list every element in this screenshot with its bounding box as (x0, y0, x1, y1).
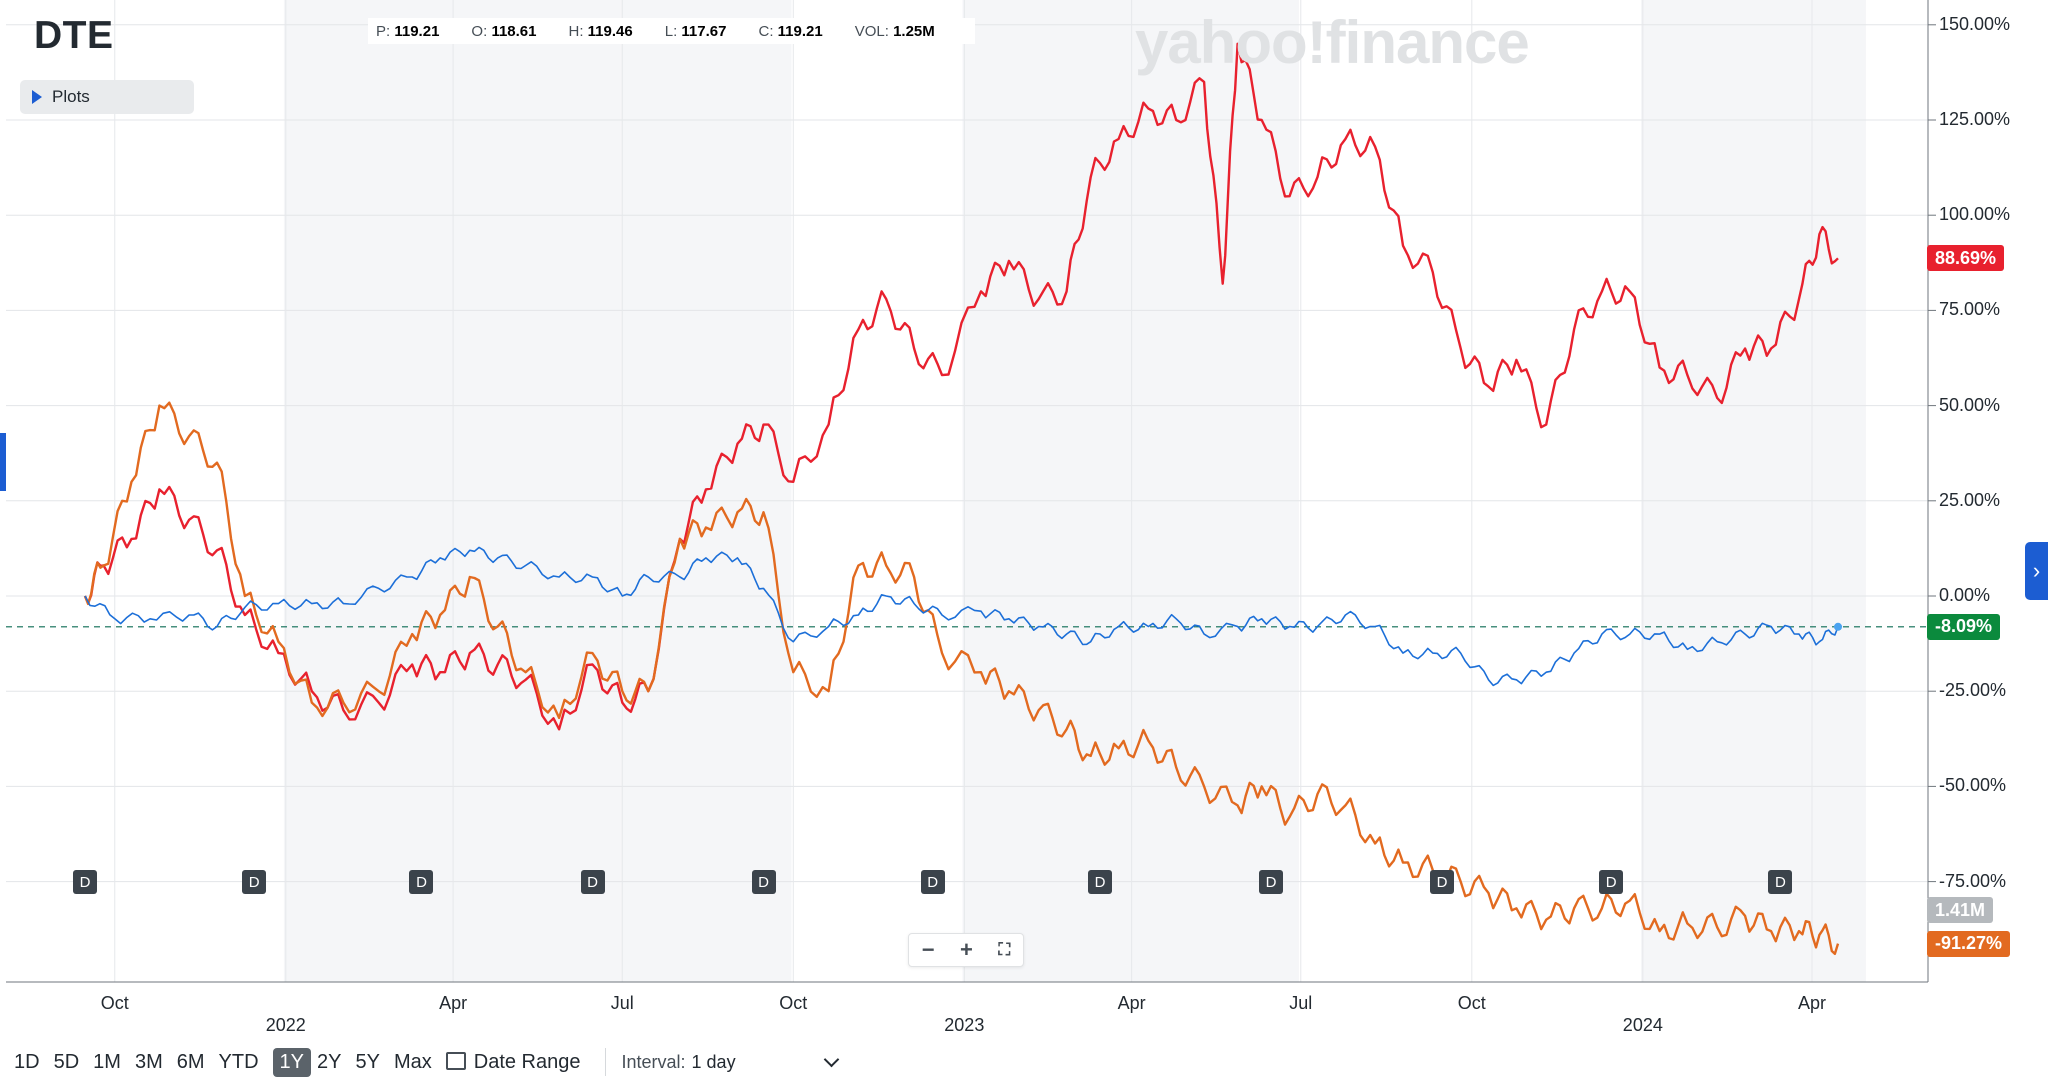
dividend-marker[interactable]: D (242, 870, 267, 894)
dividend-marker[interactable]: D (1768, 870, 1793, 894)
green-series-badge: -8.09% (1927, 613, 2001, 640)
x-tick-label: Jul (1289, 993, 1313, 1013)
dividend-marker[interactable]: D (920, 870, 945, 894)
y-tick-label: 75.00% (1939, 299, 2001, 320)
x-tick-label: Oct (779, 993, 808, 1013)
range-5y[interactable]: 5Y (355, 1050, 380, 1073)
dividend-marker[interactable]: D (580, 870, 605, 894)
dividend-marker[interactable]: D (751, 870, 776, 894)
red-series-badge: 88.69% (1927, 245, 2005, 272)
zoom-controls: − + ⛶ (908, 933, 1024, 967)
y-tick-label: 100.00% (1939, 204, 2011, 225)
x-year-label: 2023 (944, 1015, 985, 1035)
series-line-orange (83, 401, 1840, 955)
y-tick-label: 125.00% (1939, 109, 2011, 129)
dividend-marker[interactable]: D (1088, 870, 1113, 894)
ohlc-open: O: 118.61 (471, 22, 537, 40)
series-end-dot (1834, 622, 1843, 631)
x-tick-label: Oct (100, 993, 129, 1013)
range-3m[interactable]: 3M (134, 1050, 163, 1073)
zoom-out-button[interactable]: − (921, 937, 935, 962)
ticker-symbol: DTE (34, 14, 114, 57)
dividend-marker[interactable]: D (1430, 870, 1455, 894)
toolbar-divider (604, 1048, 606, 1076)
yahoo-finance-watermark: yahoo!finance (1135, 9, 1530, 76)
range-1y[interactable]: 1Y (272, 1047, 312, 1077)
y-tick-label: 25.00% (1939, 489, 2001, 510)
ohlc-bar: P: 119.21 O: 118.61 H: 119.46 L: 117.67 … (368, 18, 975, 44)
background-band (283, 0, 621, 982)
dividend-marker[interactable]: D (1259, 870, 1284, 894)
y-tick-label: 50.00% (1939, 394, 2001, 415)
background-band (1640, 0, 1866, 982)
interval-label: Interval: (621, 1051, 686, 1072)
y-tick-label: -25.00% (1939, 680, 2007, 701)
range-1m[interactable]: 1M (93, 1050, 121, 1073)
ohlc-volume: VOL: 1.25M (854, 22, 935, 40)
range-toolbar: 1D 5D 1M 3M 6M YTD 1Y 2Y 5Y Max Date Ran… (0, 1046, 839, 1078)
orange-series-badge: -91.27% (1927, 930, 2011, 957)
dividend-marker[interactable]: D (1599, 870, 1624, 894)
background-band (962, 0, 1299, 982)
series-line-blue (84, 546, 1839, 687)
zoom-in-button[interactable]: + (960, 937, 973, 962)
range-2y[interactable]: 2Y (317, 1050, 342, 1073)
play-triangle-icon (32, 90, 42, 104)
volume-badge: 1.41M (1927, 897, 1994, 923)
x-tick-label: Apr (439, 993, 468, 1013)
range-5d[interactable]: 5D (53, 1050, 80, 1073)
range-1d[interactable]: 1D (14, 1050, 40, 1073)
y-tick-label: 150.00% (1939, 13, 2011, 34)
chevron-right-icon: › (2032, 558, 2041, 583)
x-tick-label: Oct (1457, 993, 1486, 1013)
ohlc-price: P: 119.21 (376, 22, 440, 40)
background-bands (283, 0, 1866, 982)
fullscreen-icon[interactable]: ⛶ (998, 940, 1011, 959)
axes (6, 0, 1936, 983)
y-tick-label: -50.00% (1939, 775, 2007, 796)
ohlc-high: H: 119.46 (568, 22, 633, 40)
range-max[interactable]: Max (393, 1050, 432, 1073)
x-year-label: 2022 (265, 1015, 306, 1035)
interval-selector[interactable]: Interval: 1 day (616, 1051, 839, 1073)
ohlc-low: L: 117.67 (664, 22, 727, 40)
chevron-down-icon (823, 1051, 839, 1067)
x-tick-label: Jul (610, 993, 634, 1013)
dividend-marker[interactable]: D (73, 870, 98, 894)
plots-button[interactable]: Plots (20, 80, 194, 114)
range-6m[interactable]: 6M (176, 1050, 205, 1073)
ohlc-close: C: 119.21 (758, 22, 823, 40)
interval-value: 1 day (691, 1051, 736, 1072)
plots-button-label: Plots (52, 87, 90, 106)
dividend-marker[interactable]: D (409, 870, 434, 894)
calendar-icon (445, 1051, 466, 1070)
date-range-button[interactable]: Date Range (445, 1050, 581, 1074)
y-tick-label: 0.00% (1939, 585, 1991, 605)
left-panel-tab[interactable] (0, 433, 6, 491)
y-tick-label: -75.00% (1939, 870, 2007, 891)
series-layer (83, 42, 1843, 955)
date-range-label: Date Range (473, 1050, 581, 1073)
x-tick-label: Apr (1117, 993, 1146, 1013)
x-tick-label: Apr (1797, 993, 1827, 1013)
range-ytd[interactable]: YTD (218, 1050, 259, 1073)
series-line-red (83, 42, 1839, 731)
right-panel-toggle[interactable]: › (2025, 542, 2048, 600)
x-year-label: 2024 (1622, 1015, 1663, 1035)
